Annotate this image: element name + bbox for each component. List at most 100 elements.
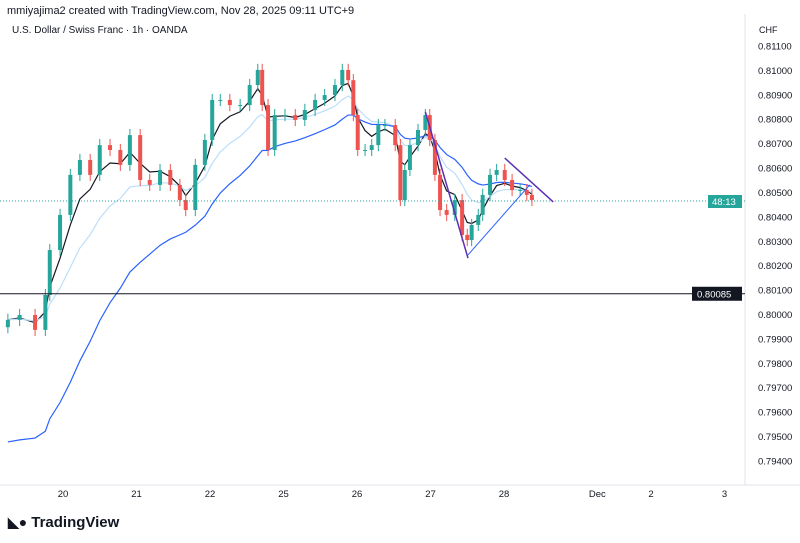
x-tick-label: 2 [648, 489, 653, 500]
candle-body [282, 115, 287, 117]
candle-body [5, 319, 10, 328]
y-tick-label: 0.80600 [758, 164, 792, 175]
candle-body [58, 214, 63, 251]
candle-body [177, 184, 182, 201]
candle-body [193, 164, 198, 211]
x-tick-label: 27 [425, 489, 436, 500]
x-tick-label: 28 [499, 489, 510, 500]
x-tick-label: 3 [722, 489, 727, 500]
candle-body [97, 145, 102, 175]
candle-body [210, 99, 215, 140]
tradingview-logo-icon: ◣● [8, 514, 28, 530]
candle-body [218, 99, 223, 101]
candle-body [293, 115, 298, 120]
candle-body [47, 250, 52, 295]
candle-body [351, 80, 356, 116]
candle-body [438, 174, 443, 211]
candle-body [432, 139, 437, 175]
y-tick-label: 0.79700 [758, 383, 792, 394]
candle-body [302, 109, 307, 120]
candle-body [17, 314, 22, 320]
x-tick-label: 21 [131, 489, 142, 500]
horizontal-line-price-badge [692, 286, 742, 301]
candle-body [382, 125, 387, 127]
candle-body [488, 174, 493, 195]
ma-slow-line [7, 114, 533, 443]
tradingview-logo[interactable]: ◣● TradingView [8, 514, 119, 531]
candle-body [407, 145, 412, 171]
candle-body [127, 135, 132, 165]
x-tick-label: 25 [278, 489, 289, 500]
candle-body [272, 115, 277, 150]
candle-body [494, 170, 499, 175]
trendline-drawing [504, 157, 554, 203]
candle-body [465, 234, 470, 241]
candle-body [147, 180, 152, 185]
candle-body [518, 190, 523, 192]
y-tick-label: 0.80900 [758, 90, 792, 101]
x-tick-label: 20 [58, 489, 69, 500]
y-tick-label: 0.80000 [758, 310, 792, 321]
y-tick-label: 0.79900 [758, 334, 792, 345]
candle-body [469, 224, 474, 241]
y-tick-label: 0.80300 [758, 237, 792, 248]
trendline-drawing [467, 184, 531, 256]
candle-body [476, 214, 481, 225]
currency-label: CHF [759, 25, 778, 35]
candle-body [33, 314, 38, 330]
candle-body [43, 294, 48, 330]
candle-body [502, 170, 507, 181]
candle-body [158, 170, 163, 185]
symbol-title[interactable]: U.S. Dollar / Swiss Franc · 1h · OANDA [12, 25, 188, 36]
x-tick-label: Dec [589, 489, 606, 500]
attribution: mmiyajima2 created with TradingView.com,… [7, 5, 355, 17]
candle-body [227, 99, 232, 106]
y-tick-label: 0.79500 [758, 432, 792, 443]
candle-body [108, 145, 113, 150]
candle-body [529, 194, 534, 201]
candle-body [68, 174, 73, 215]
candle-body [183, 200, 188, 211]
candle-body [480, 194, 485, 215]
candle-body [398, 145, 403, 201]
candle-body [260, 69, 265, 106]
y-tick-label: 0.80400 [758, 212, 792, 223]
candle-body [460, 200, 465, 235]
candle-body [376, 125, 381, 146]
y-tick-label: 0.81000 [758, 66, 792, 77]
candle-body [355, 115, 360, 150]
candle-body [524, 190, 529, 195]
candle-body [88, 159, 93, 175]
candle-body [452, 200, 457, 215]
candle-body [168, 170, 173, 185]
horizontal-line-price-label: 0.80085 [697, 289, 731, 300]
candle-body [266, 105, 271, 150]
trendline-drawing [424, 111, 469, 259]
countdown-label: 48:13 [712, 197, 736, 208]
candle-body [322, 95, 327, 100]
candle-body [138, 135, 143, 181]
x-tick-label: 22 [205, 489, 216, 500]
candle-body [77, 159, 82, 175]
candle-body [369, 145, 374, 150]
candle-body [332, 85, 337, 96]
candle-body [340, 69, 345, 86]
countdown-badge [708, 195, 742, 209]
y-tick-label: 0.80200 [758, 261, 792, 272]
candle-body [313, 99, 318, 110]
candle-body [393, 125, 398, 146]
y-tick-label: 0.79400 [758, 456, 792, 467]
y-tick-label: 0.79800 [758, 359, 792, 370]
candle-body [255, 69, 260, 86]
y-tick-label: 0.80100 [758, 286, 792, 297]
y-tick-label: 0.80700 [758, 139, 792, 150]
candle-body [202, 139, 207, 165]
candle-body [363, 149, 368, 151]
y-tick-label: 0.80500 [758, 188, 792, 199]
y-tick-label: 0.79600 [758, 408, 792, 419]
candle-body [118, 149, 123, 165]
y-tick-label: 0.81100 [758, 42, 792, 53]
candle-body [247, 85, 252, 106]
candle-body [423, 115, 428, 130]
